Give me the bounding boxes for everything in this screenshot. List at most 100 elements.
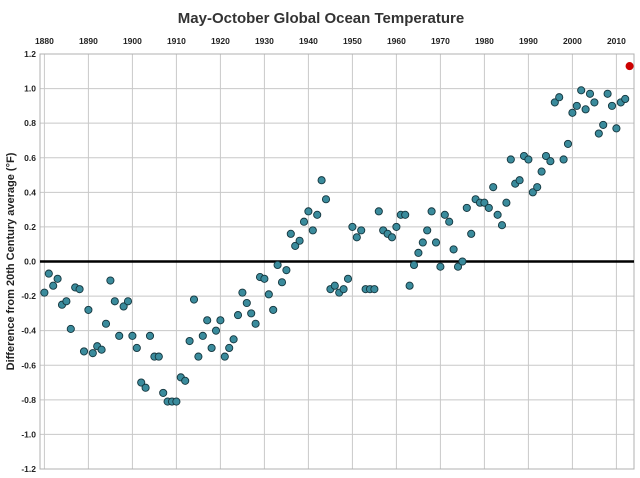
data-point — [401, 210, 410, 219]
data-point — [128, 331, 137, 340]
data-point — [264, 290, 273, 299]
data-point — [581, 105, 590, 114]
data-point — [304, 207, 313, 216]
data-point — [194, 352, 203, 361]
data-point — [216, 316, 225, 325]
data-point — [207, 343, 216, 353]
x-tick-label: 1960 — [387, 36, 406, 46]
data-point — [286, 229, 295, 238]
y-tick-label: -1.2 — [21, 464, 36, 474]
data-point — [453, 262, 463, 271]
data-point — [541, 151, 551, 161]
data-point — [405, 281, 414, 290]
data-point — [387, 233, 397, 242]
data-point — [497, 221, 507, 230]
data-point — [247, 309, 256, 318]
data-point — [537, 167, 546, 176]
y-tick-label: 0.0 — [24, 257, 36, 267]
x-axis-ticks: 1880 1890 1900 1910 1920 1930 1940 1950 1960 1970… — [35, 36, 626, 46]
x-tick-label: 1910 — [167, 36, 186, 46]
data-point — [621, 94, 630, 104]
data-point — [172, 397, 181, 406]
data-point — [44, 269, 53, 278]
data-point — [181, 376, 190, 385]
data-point — [233, 311, 243, 320]
x-tick-label: 1950 — [343, 36, 362, 46]
data-point — [145, 331, 155, 340]
y-tick-label: -0.4 — [21, 326, 36, 336]
data-point — [242, 298, 251, 308]
data-point — [599, 120, 608, 129]
data-point — [436, 262, 445, 271]
data-point — [339, 285, 348, 294]
y-tick-label: 0.4 — [24, 187, 36, 197]
data-point — [137, 378, 146, 387]
data-point — [392, 222, 401, 231]
data-point — [101, 319, 111, 328]
data-point — [251, 319, 260, 328]
data-point — [343, 274, 353, 283]
data-point — [418, 238, 427, 247]
x-tick-label: 1970 — [431, 36, 450, 46]
data-point — [75, 285, 84, 294]
data-point — [607, 101, 617, 110]
y-tick-label: 0.8 — [24, 118, 36, 128]
data-point — [489, 183, 498, 192]
data-point — [189, 295, 199, 304]
data-point — [110, 297, 119, 306]
data-point — [115, 331, 124, 340]
data-point — [462, 203, 471, 212]
data-point — [431, 238, 441, 247]
data-point — [154, 352, 163, 361]
data-point — [330, 281, 339, 290]
data-point — [220, 352, 229, 361]
data-point — [502, 198, 511, 207]
data-point — [414, 248, 423, 257]
data-point — [308, 226, 317, 235]
data-point — [467, 229, 476, 238]
data-point — [211, 326, 221, 335]
data-point — [480, 198, 489, 207]
data-point — [88, 349, 97, 358]
y-axis-ticks: 1.2 1.0 0.8 0.6 0.4 0.2 0.0 -0.2 -0.4 -0.6 -0.8 -1.… — [21, 49, 36, 474]
data-point — [577, 86, 586, 95]
data-point — [594, 129, 603, 138]
x-tick-label: 1880 — [35, 36, 54, 46]
data-point — [141, 383, 150, 392]
data-point — [409, 260, 419, 270]
data-point — [357, 226, 366, 235]
data-point — [62, 297, 71, 306]
data-point — [295, 236, 304, 245]
data-point — [97, 345, 106, 354]
data-point — [66, 324, 75, 333]
data-point — [282, 266, 291, 275]
data-point — [229, 335, 238, 344]
data-point — [493, 210, 502, 219]
data-point — [612, 124, 621, 133]
data-point — [528, 188, 537, 197]
x-tick-label: 1900 — [123, 36, 142, 46]
data-point — [506, 155, 515, 164]
chart-title: May-October Global Ocean Temperature — [178, 10, 464, 27]
y-tick-label: -0.8 — [21, 395, 36, 405]
data-point — [559, 155, 568, 164]
data-point — [198, 331, 207, 340]
data-point — [550, 98, 559, 107]
y-tick-label: 1.0 — [24, 84, 36, 94]
x-tick-label: 1990 — [519, 36, 538, 46]
data-point — [445, 217, 454, 226]
data-point — [533, 183, 542, 192]
x-tick-label: 1920 — [211, 36, 230, 46]
data-point — [590, 98, 599, 107]
data-point — [84, 305, 93, 314]
x-tick-label: 2000 — [563, 36, 582, 46]
data-point — [40, 288, 49, 297]
data-point-highlight — [625, 62, 634, 71]
y-tick-label: -0.6 — [21, 360, 36, 370]
data-point — [273, 260, 282, 270]
data-point — [313, 210, 322, 219]
data-point — [546, 157, 555, 166]
data-point — [515, 176, 524, 185]
data-point — [79, 347, 89, 356]
